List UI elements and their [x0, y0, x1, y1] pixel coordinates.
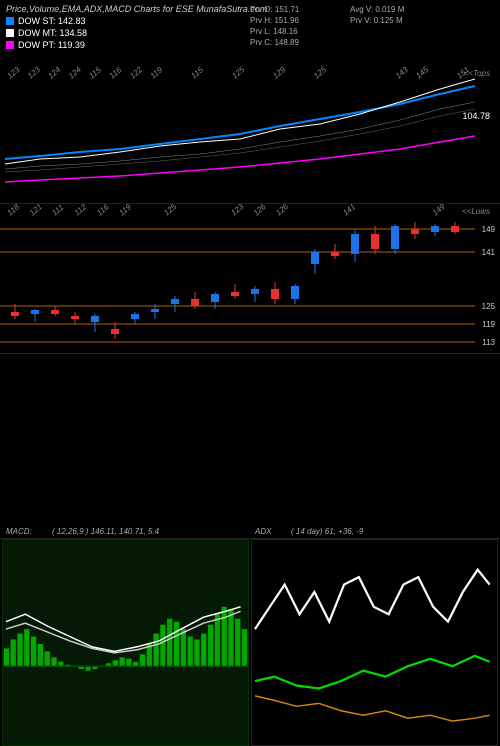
legend-swatch: [6, 41, 14, 49]
stat-item: Prv H: 151.96: [250, 15, 299, 26]
svg-text:141: 141: [482, 248, 496, 257]
svg-text:123: 123: [6, 65, 22, 81]
svg-text:124: 124: [67, 65, 83, 81]
svg-text:119: 119: [482, 320, 495, 329]
stat-item: Prv V: 0.125 M: [350, 15, 404, 26]
adx-panel: [251, 539, 498, 746]
svg-text:116: 116: [95, 204, 111, 218]
svg-text:118: 118: [6, 204, 22, 218]
svg-text:125: 125: [230, 65, 246, 81]
legend-swatch: [6, 29, 14, 37]
stats-column-1: Prv O: 151.71Prv H: 151.96Prv L: 148.16P…: [250, 4, 299, 48]
svg-text:125: 125: [312, 65, 328, 81]
macd-info: ( 12,26,9 ) 146.11, 140.71, 5.4: [52, 527, 159, 536]
svg-text:104.78: 104.78: [462, 111, 490, 121]
spacer-panel: [0, 354, 500, 539]
macd-panel: [2, 539, 249, 746]
svg-text:<<Tops: <<Tops: [464, 69, 490, 78]
legend-label: DOW MT: 134.58: [18, 28, 87, 38]
stat-item: Prv O: 151.71: [250, 4, 299, 15]
stat-item: Prv L: 148.16: [250, 26, 299, 37]
svg-text:113: 113: [482, 338, 495, 347]
svg-text:<<Lows: <<Lows: [462, 207, 490, 216]
svg-text:126: 126: [252, 204, 268, 218]
legend-label: DOW PT: 119.39: [18, 40, 85, 50]
adx-info: ( 14 day) 61, +36, -9: [291, 527, 363, 536]
svg-text:111: 111: [50, 204, 65, 218]
svg-text:126: 126: [274, 204, 290, 218]
svg-text:149: 149: [482, 225, 496, 234]
stats-column-2: Avg V: 0.019 MPrv V: 0.125 M: [350, 4, 404, 26]
svg-text:125: 125: [162, 204, 178, 218]
svg-text:141: 141: [341, 204, 357, 218]
svg-text:121: 121: [28, 204, 44, 218]
legend-label: DOW ST: 142.83: [18, 16, 86, 26]
svg-text:116: 116: [108, 65, 124, 80]
svg-text:119: 119: [149, 65, 165, 80]
svg-text:123: 123: [26, 65, 42, 81]
svg-text:122: 122: [128, 65, 144, 81]
macd-label: MACD:: [6, 527, 32, 536]
svg-text:115: 115: [87, 65, 103, 80]
svg-text:124: 124: [46, 65, 62, 81]
svg-text:149: 149: [431, 204, 447, 218]
stat-item: Prv C: 148.89: [250, 37, 299, 48]
ema-chart-panel: 1231231241241151161221191151251291251431…: [0, 64, 500, 204]
svg-text:145: 145: [414, 65, 430, 81]
svg-text:119: 119: [117, 204, 133, 218]
svg-text:115: 115: [189, 65, 205, 80]
svg-text:123: 123: [229, 204, 245, 218]
candlestick-panel: 149 141 125 119 113 118 121 111 112 116 119 125 123 1…: [0, 204, 500, 354]
svg-text:143: 143: [394, 65, 410, 81]
adx-label: ADX: [255, 527, 271, 536]
legend-swatch: [6, 17, 14, 25]
stat-item: Avg V: 0.019 M: [350, 4, 404, 15]
svg-text:112: 112: [73, 204, 89, 218]
svg-text:129: 129: [271, 65, 287, 81]
svg-text:125: 125: [482, 302, 496, 311]
indicator-row: MACD: ( 12,26,9 ) 146.11, 140.71, 5.4 AD…: [0, 539, 500, 679]
